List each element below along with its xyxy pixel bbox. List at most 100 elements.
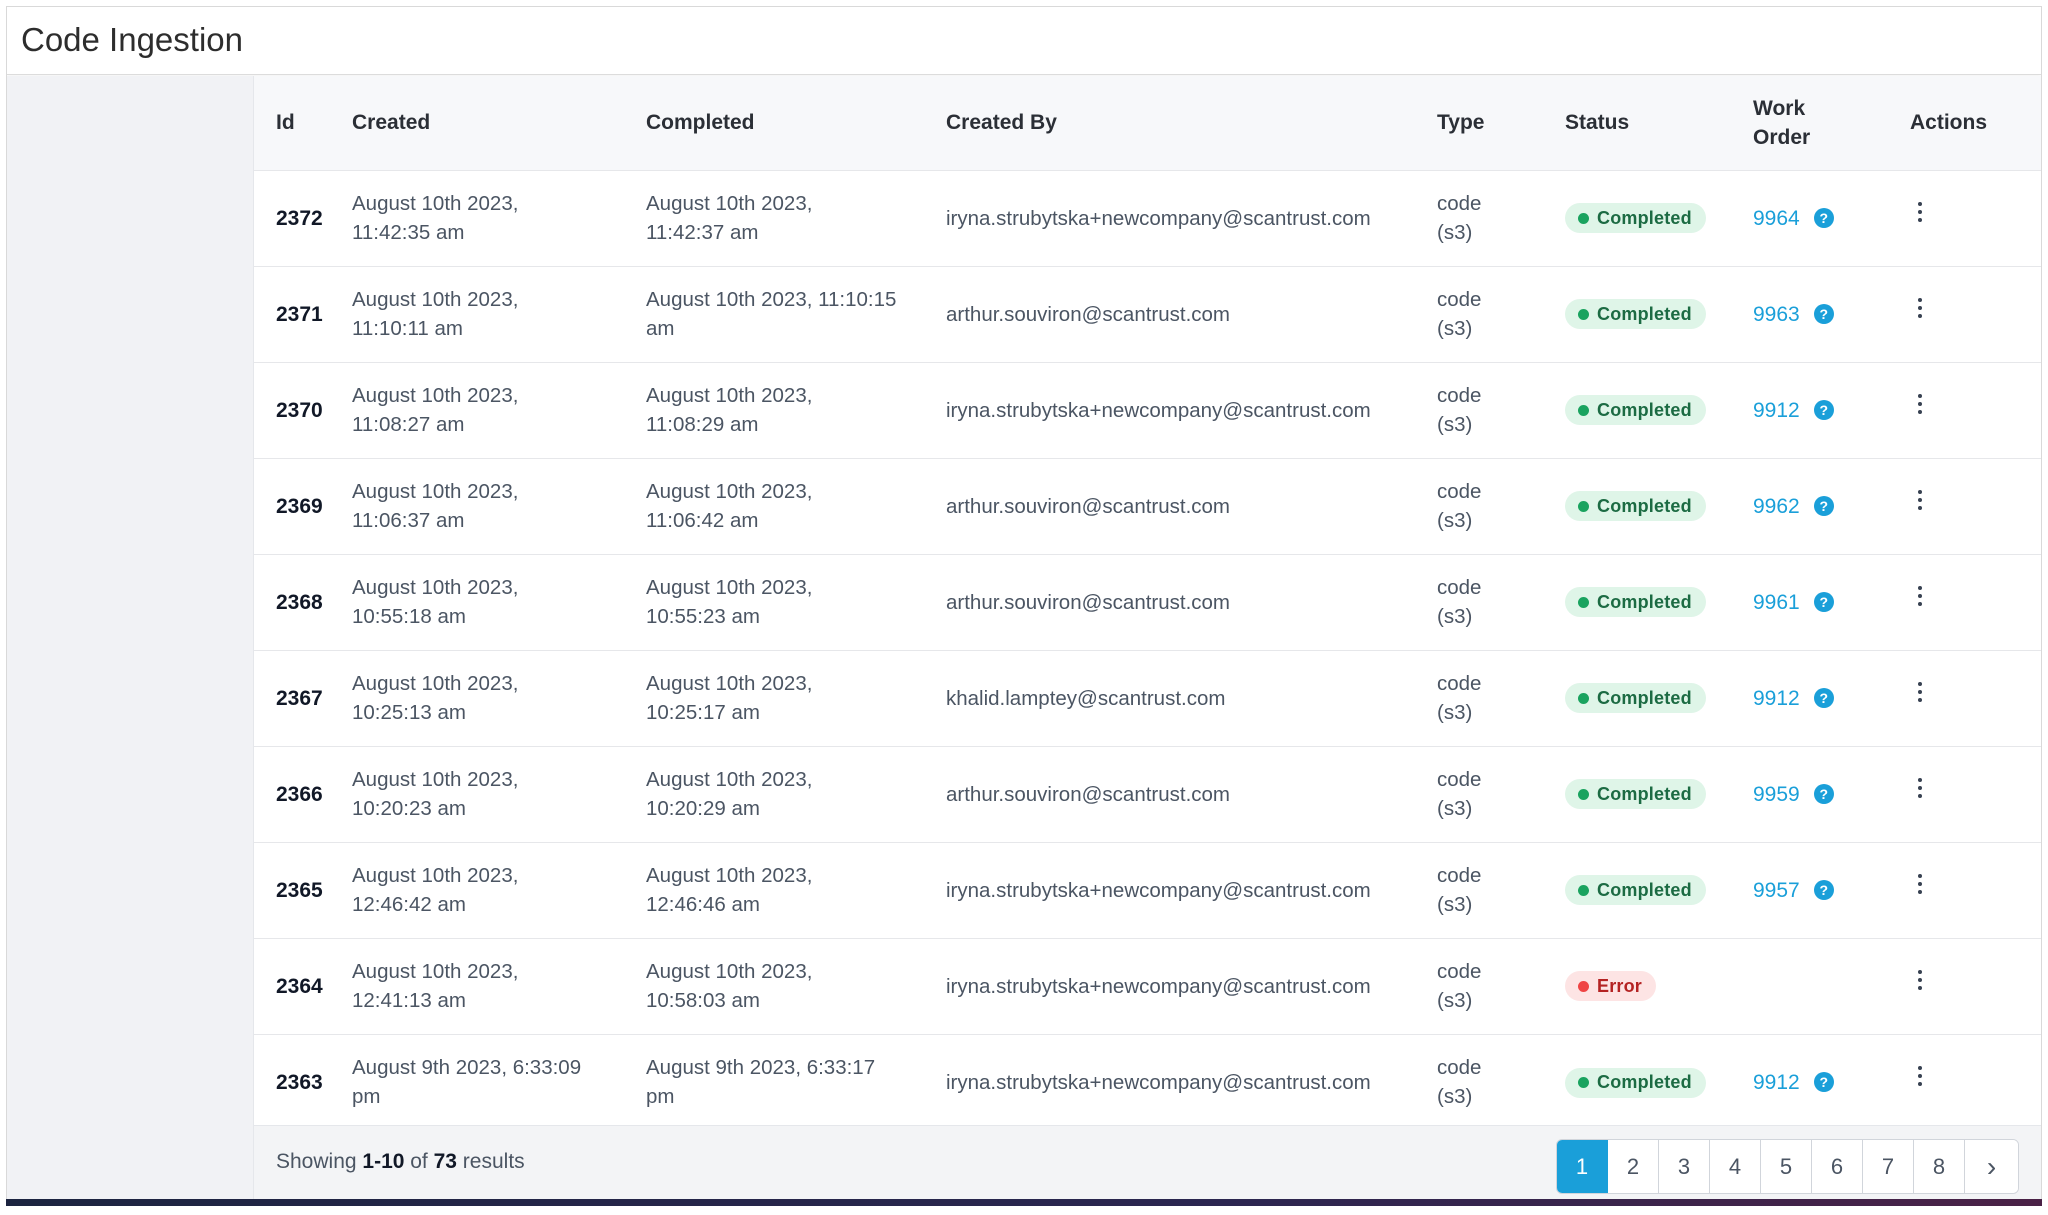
work-order-link[interactable]: 9961 xyxy=(1753,590,1800,614)
table-row[interactable]: 2371 August 10th 2023, 11:10:11 am August 1… xyxy=(254,266,2041,362)
help-icon[interactable]: ? xyxy=(1813,1072,1834,1093)
page-title: Code Ingestion xyxy=(21,21,243,58)
type-line-1: code xyxy=(1437,768,1482,791)
work-order-link[interactable]: 9912 xyxy=(1753,686,1800,710)
table-row[interactable]: 2363 August 9th 2023, 6:33:09 pm August 9th… xyxy=(254,1034,2041,1130)
created-date: August 10th 2023, xyxy=(352,384,519,407)
more-actions-icon[interactable] xyxy=(1910,966,1930,994)
help-icon[interactable]: ? xyxy=(1813,496,1834,516)
row-created: August 10th 2023, 12:41:13 am xyxy=(352,938,646,1034)
page-button-5[interactable]: 5 xyxy=(1761,1140,1812,1193)
type-line-1: code xyxy=(1437,192,1482,215)
table-row[interactable]: 2368 August 10th 2023, 10:55:18 am August 1… xyxy=(254,554,2041,650)
status-badge: Completed xyxy=(1565,779,1706,810)
row-completed: August 10th 2023, 11:08:29 am xyxy=(646,362,946,458)
table-row[interactable]: 2365 August 10th 2023, 12:46:42 am August 1… xyxy=(254,842,2041,938)
created-time: 11:42:35 am xyxy=(352,221,465,244)
page-button-1[interactable]: 1 xyxy=(1557,1140,1608,1193)
work-order-link[interactable]: 9959 xyxy=(1753,782,1800,806)
status-dot-icon xyxy=(1578,980,1589,992)
row-id: 2367 xyxy=(276,686,323,710)
work-order-link[interactable]: 9964 xyxy=(1753,206,1800,230)
completed-date: August 10th 2023, xyxy=(646,576,813,599)
page-button-8[interactable]: 8 xyxy=(1914,1140,1965,1193)
work-order-link[interactable]: 9912 xyxy=(1753,1070,1800,1094)
results-summary: Showing 1-10 of 73 results xyxy=(276,1150,525,1174)
row-completed: August 10th 2023, 10:55:23 am xyxy=(646,554,946,650)
work-order-link[interactable]: 9962 xyxy=(1753,494,1800,518)
table-row[interactable]: 2367 August 10th 2023, 10:25:13 am August 1… xyxy=(254,650,2041,746)
status-dot-icon xyxy=(1578,212,1589,224)
row-work-order: 9912? xyxy=(1753,650,1910,746)
help-icon[interactable]: ? xyxy=(1813,592,1834,612)
status-label: Completed xyxy=(1597,687,1692,708)
more-actions-icon[interactable] xyxy=(1910,390,1930,418)
completed-time: 10:58:03 am xyxy=(646,989,760,1012)
column-header-created-by[interactable]: Created By xyxy=(946,111,1057,135)
page-button-7[interactable]: 7 xyxy=(1863,1140,1914,1193)
column-header-work-order[interactable]: Work Order xyxy=(1753,76,1910,170)
row-type: code (s3) xyxy=(1437,362,1565,458)
row-status: Completed xyxy=(1565,1034,1753,1130)
page-button-3[interactable]: 3 xyxy=(1659,1140,1710,1193)
more-actions-icon[interactable] xyxy=(1910,198,1930,226)
table-row[interactable]: 2364 August 10th 2023, 12:41:13 am August 1… xyxy=(254,938,2041,1034)
status-label: Completed xyxy=(1597,591,1692,612)
row-created-by: iryna.strubytska+newcompany@scantrust.co… xyxy=(946,878,1371,902)
help-icon[interactable]: ? xyxy=(1813,880,1834,900)
help-icon[interactable]: ? xyxy=(1813,400,1834,420)
code-ingestion-panel: Code Ingestion Id Created Completed Crea… xyxy=(6,6,2042,1206)
more-actions-icon[interactable] xyxy=(1910,486,1930,514)
page-button-4[interactable]: 4 xyxy=(1710,1140,1761,1193)
row-created: August 10th 2023, 11:10:11 am xyxy=(352,266,646,362)
row-type: code (s3) xyxy=(1437,266,1565,362)
more-actions-icon[interactable] xyxy=(1910,870,1930,898)
created-time: 12:46:42 am xyxy=(352,893,466,916)
work-order-link[interactable]: 9912 xyxy=(1753,398,1800,422)
sidebar xyxy=(7,76,253,1205)
column-header-id[interactable]: Id xyxy=(276,111,295,135)
help-icon[interactable]: ? xyxy=(1813,304,1834,324)
next-page-button[interactable]: › xyxy=(1965,1140,2018,1193)
work-order-link[interactable]: 9957 xyxy=(1753,878,1800,902)
row-actions xyxy=(1910,554,2041,650)
status-label: Completed xyxy=(1597,879,1692,900)
more-actions-icon[interactable] xyxy=(1910,582,1930,610)
more-actions-icon[interactable] xyxy=(1910,678,1930,706)
row-created: August 10th 2023, 11:08:27 am xyxy=(352,362,646,458)
help-icon[interactable]: ? xyxy=(1813,784,1834,804)
more-actions-icon[interactable] xyxy=(1910,294,1930,322)
row-created-by: arthur.souviron@scantrust.com xyxy=(946,494,1231,518)
status-label: Completed xyxy=(1597,303,1692,324)
type-line-2: (s3) xyxy=(1437,797,1473,820)
column-header-completed[interactable]: Completed xyxy=(646,111,755,135)
status-badge: Completed xyxy=(1565,299,1706,330)
row-actions xyxy=(1910,842,2041,938)
column-header-created[interactable]: Created xyxy=(352,111,431,135)
work-order-link[interactable]: 9963 xyxy=(1753,302,1800,326)
column-header-type[interactable]: Type xyxy=(1437,111,1485,135)
status-label: Error xyxy=(1597,975,1643,996)
table-row[interactable]: 2370 August 10th 2023, 11:08:27 am August 1… xyxy=(254,362,2041,458)
more-actions-icon[interactable] xyxy=(1910,774,1930,802)
page-button-2[interactable]: 2 xyxy=(1608,1140,1659,1193)
table-row[interactable]: 2369 August 10th 2023, 11:06:37 am August 1… xyxy=(254,458,2041,554)
status-dot-icon xyxy=(1578,884,1589,896)
page-button-6[interactable]: 6 xyxy=(1812,1140,1863,1193)
column-header-actions: Actions xyxy=(1910,111,1988,135)
help-icon[interactable]: ? xyxy=(1813,208,1834,228)
column-header-status[interactable]: Status xyxy=(1565,111,1630,135)
type-line-2: (s3) xyxy=(1437,605,1473,628)
row-status: Completed xyxy=(1565,554,1753,650)
row-created-by: iryna.strubytska+newcompany@scantrust.co… xyxy=(946,398,1371,422)
results-summary-of: of xyxy=(404,1150,434,1173)
table-row[interactable]: 2372 August 10th 2023, 11:42:35 am August 1… xyxy=(254,170,2041,266)
help-icon[interactable]: ? xyxy=(1813,688,1834,708)
pagination: 1 2 3 4 5 6 7 8 › xyxy=(1556,1139,2019,1194)
results-summary-prefix: Showing xyxy=(276,1150,363,1173)
status-dot-icon xyxy=(1578,1077,1589,1088)
more-actions-icon[interactable] xyxy=(1910,1062,1930,1090)
row-created-by: arthur.souviron@scantrust.com xyxy=(946,302,1231,326)
status-label: Completed xyxy=(1597,495,1692,516)
table-row[interactable]: 2366 August 10th 2023, 10:20:23 am August 1… xyxy=(254,746,2041,842)
